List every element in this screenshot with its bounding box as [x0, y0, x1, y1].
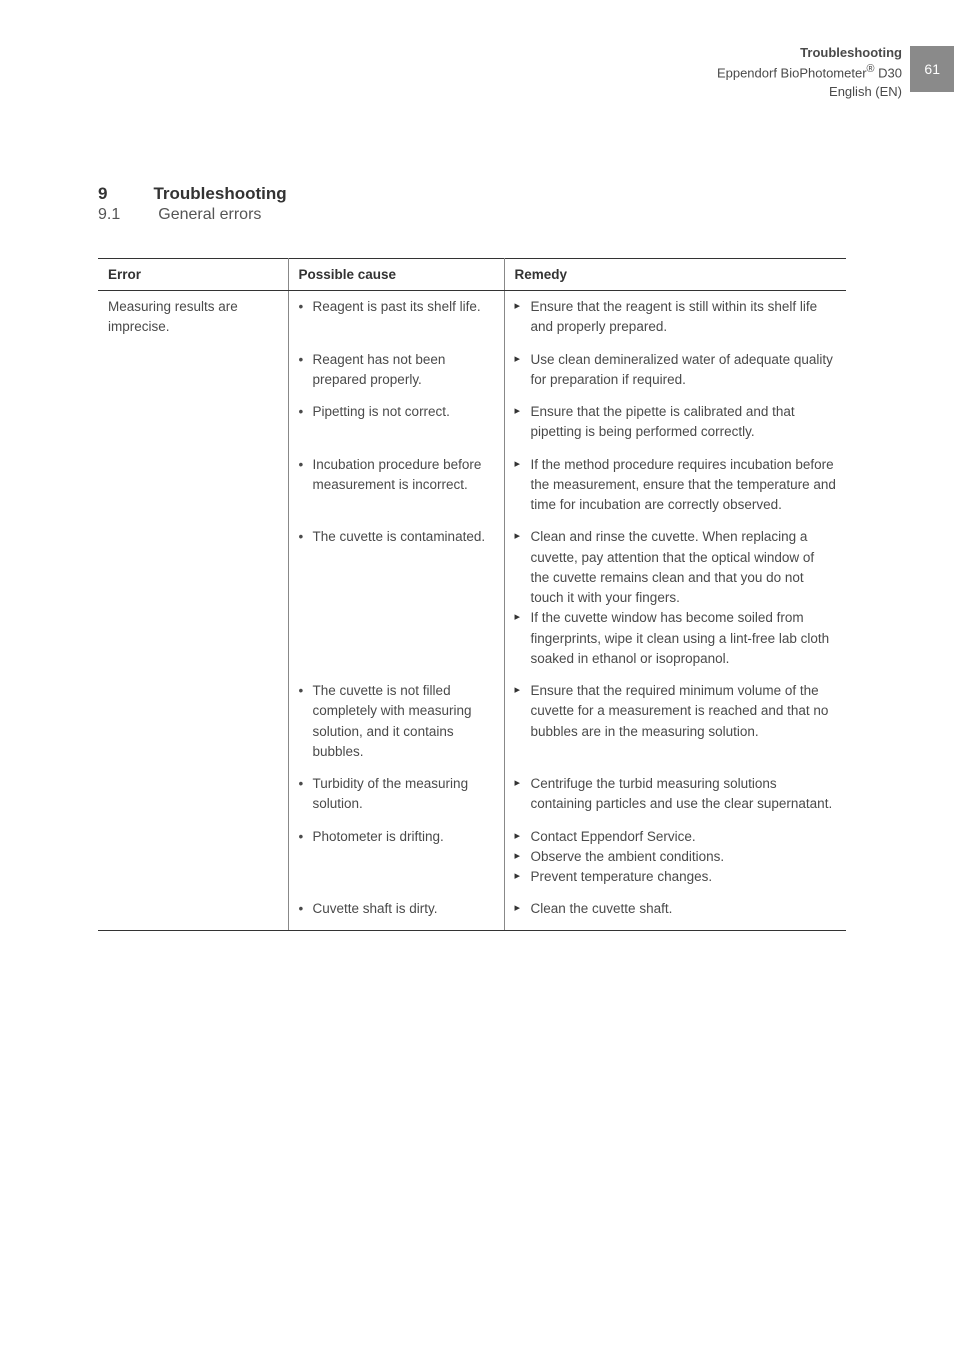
table-header-row: Error Possible cause Remedy: [98, 259, 846, 291]
section-title: Troubleshooting: [153, 184, 286, 204]
registered-symbol: ®: [867, 63, 875, 75]
table-row: Photometer is drifting. Contact Eppendorf…: [98, 821, 846, 894]
error-cell: [98, 449, 288, 522]
table-row: Incubation procedure before measurement …: [98, 449, 846, 522]
error-cell: [98, 521, 288, 675]
troubleshooting-table: Error Possible cause Remedy Measuring re…: [98, 258, 846, 931]
cause-item: Reagent is past its shelf life.: [299, 297, 494, 317]
header-title: Troubleshooting: [800, 45, 902, 60]
page-number-tab: 61: [910, 46, 954, 92]
remedy-item: Contact Eppendorf Service.: [515, 827, 837, 847]
col-header-error: Error: [98, 259, 288, 291]
cause-item: The cuvette is not filled completely wit…: [299, 681, 494, 762]
remedy-item: Ensure that the required minimum volume …: [515, 681, 837, 742]
remedy-item: Clean and rinse the cuvette. When replac…: [515, 527, 837, 608]
remedy-cell: Ensure that the reagent is still within …: [504, 291, 846, 344]
cause-item: Turbidity of the measuring solution.: [299, 774, 494, 815]
remedy-cell: Contact Eppendorf Service.Observe the am…: [504, 821, 846, 894]
cause-cell: Cuvette shaft is dirty.: [288, 893, 504, 930]
section-heading: 9 Troubleshooting: [98, 184, 287, 204]
subsection-title: General errors: [158, 206, 261, 224]
remedy-cell: If the method procedure requires incubat…: [504, 449, 846, 522]
table-row: The cuvette is contaminated. Clean and ri…: [98, 521, 846, 675]
remedy-cell: Clean the cuvette shaft.: [504, 893, 846, 930]
table-row: Reagent has not been prepared properly. U…: [98, 344, 846, 397]
table-row: The cuvette is not filled completely wit…: [98, 675, 846, 768]
col-header-remedy: Remedy: [504, 259, 846, 291]
error-cell: [98, 821, 288, 894]
table-row: Measuring results are imprecise. Reagent …: [98, 291, 846, 344]
cause-item: Photometer is drifting.: [299, 827, 494, 847]
error-cell: Measuring results are imprecise.: [98, 291, 288, 344]
cause-cell: Turbidity of the measuring solution.: [288, 768, 504, 821]
page-header: Troubleshooting Eppendorf BioPhotometer®…: [717, 44, 902, 101]
remedy-item: Clean the cuvette shaft.: [515, 899, 837, 919]
remedy-item: Ensure that the reagent is still within …: [515, 297, 837, 338]
header-language: English (EN): [717, 83, 902, 101]
cause-cell: Photometer is drifting.: [288, 821, 504, 894]
error-cell: [98, 396, 288, 449]
subsection-heading: 9.1 General errors: [98, 206, 261, 224]
remedy-cell: Use clean demineralized water of adequat…: [504, 344, 846, 397]
error-cell: [98, 893, 288, 930]
cause-item: Pipetting is not correct.: [299, 402, 494, 422]
cause-cell: The cuvette is not filled completely wit…: [288, 675, 504, 768]
table-row: Turbidity of the measuring solution. Cent…: [98, 768, 846, 821]
section-number: 9: [98, 184, 107, 204]
cause-cell: The cuvette is contaminated.: [288, 521, 504, 675]
remedy-item: Centrifuge the turbid measuring solution…: [515, 774, 837, 815]
cause-item: The cuvette is contaminated.: [299, 527, 494, 547]
remedy-cell: Ensure that the required minimum volume …: [504, 675, 846, 768]
remedy-cell: Ensure that the pipette is calibrated an…: [504, 396, 846, 449]
cause-cell: Pipetting is not correct.: [288, 396, 504, 449]
header-product-model: D30: [875, 66, 902, 81]
error-cell: [98, 768, 288, 821]
remedy-item: If the method procedure requires incubat…: [515, 455, 837, 516]
table-row: Cuvette shaft is dirty. Clean the cuvette…: [98, 893, 846, 930]
cause-cell: Reagent is past its shelf life.: [288, 291, 504, 344]
col-header-cause: Possible cause: [288, 259, 504, 291]
header-product: Eppendorf BioPhotometer: [717, 66, 867, 81]
remedy-item: Observe the ambient conditions.: [515, 847, 837, 867]
subsection-number: 9.1: [98, 206, 120, 224]
cause-item: Cuvette shaft is dirty.: [299, 899, 494, 919]
remedy-item: Use clean demineralized water of adequat…: [515, 350, 837, 391]
error-cell: [98, 344, 288, 397]
cause-item: Reagent has not been prepared properly.: [299, 350, 494, 391]
remedy-cell: Centrifuge the turbid measuring solution…: [504, 768, 846, 821]
cause-cell: Incubation procedure before measurement …: [288, 449, 504, 522]
remedy-item: Prevent temperature changes.: [515, 867, 837, 887]
error-cell: [98, 675, 288, 768]
remedy-cell: Clean and rinse the cuvette. When replac…: [504, 521, 846, 675]
table-row: Pipetting is not correct. Ensure that the…: [98, 396, 846, 449]
remedy-item: Ensure that the pipette is calibrated an…: [515, 402, 837, 443]
remedy-item: If the cuvette window has become soiled …: [515, 608, 837, 669]
cause-item: Incubation procedure before measurement …: [299, 455, 494, 496]
cause-cell: Reagent has not been prepared properly.: [288, 344, 504, 397]
